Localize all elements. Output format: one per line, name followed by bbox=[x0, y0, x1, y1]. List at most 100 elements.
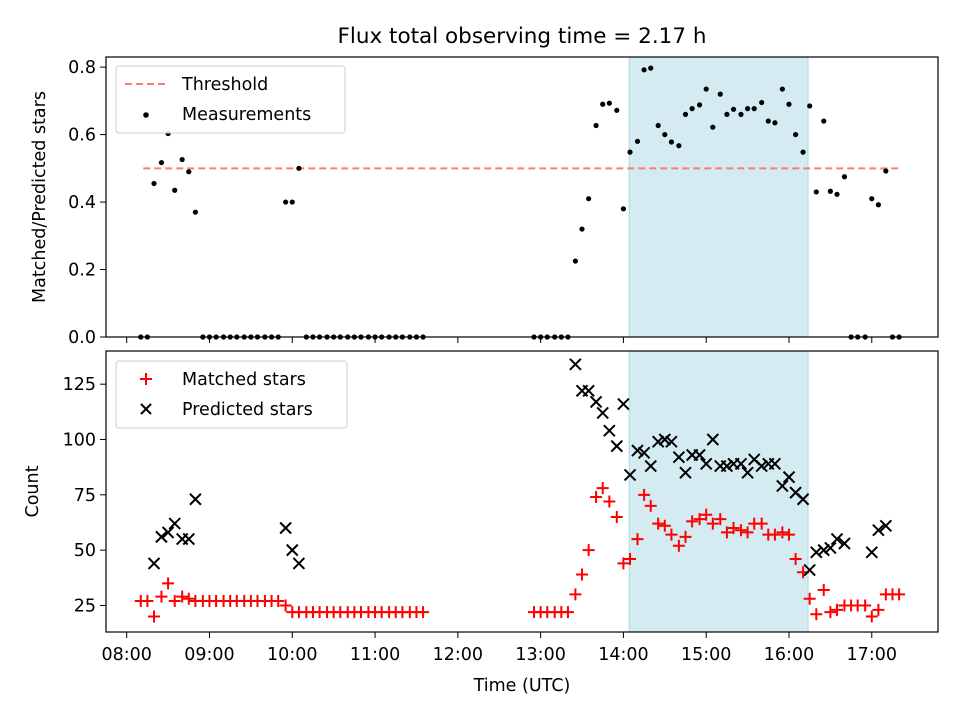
measurements-point bbox=[151, 180, 157, 187]
matched-stars-point bbox=[859, 599, 872, 612]
measurements-point bbox=[682, 111, 689, 117]
measurements-point bbox=[620, 206, 627, 212]
bottom-panel-frame bbox=[105, 350, 939, 633]
predicted-stars-point bbox=[168, 517, 181, 530]
predicted-stars-point bbox=[279, 521, 292, 535]
top-panel: 0.00.20.40.60.8 Matched/Predicted stars … bbox=[30, 56, 939, 348]
predicted-stars-point bbox=[810, 546, 823, 559]
matched-stars-point bbox=[803, 592, 816, 605]
predicted-stars-point bbox=[651, 435, 665, 448]
predicted-stars-point bbox=[161, 526, 175, 539]
matched-stars-point bbox=[817, 583, 830, 596]
predicted-stars-point bbox=[569, 358, 582, 371]
predicted-stars-point bbox=[734, 457, 748, 471]
measurements-point bbox=[296, 165, 302, 171]
predicted-stars-point bbox=[631, 444, 644, 457]
measurements-point bbox=[655, 122, 661, 129]
measurements-point bbox=[786, 101, 792, 107]
measurements-point bbox=[717, 91, 723, 97]
matched-stars-point bbox=[272, 595, 285, 608]
measurements-point bbox=[827, 188, 833, 194]
matched-stars-point bbox=[582, 544, 595, 557]
predicted-stars-point bbox=[610, 439, 623, 453]
predicted-stars-point bbox=[623, 468, 637, 482]
observing-time-span-top bbox=[628, 56, 809, 338]
measurements-point bbox=[703, 86, 709, 92]
measurements-point bbox=[192, 209, 199, 215]
measurements-point bbox=[641, 67, 647, 73]
predicted-stars-point bbox=[644, 459, 657, 473]
top-panel-frame bbox=[105, 56, 939, 338]
matched-stars-point bbox=[768, 528, 781, 541]
matched-stars-point bbox=[576, 568, 589, 581]
matched-stars-point bbox=[755, 517, 768, 530]
measurements-point bbox=[600, 101, 606, 107]
matched-stars-point bbox=[168, 595, 181, 608]
predicted-stars-point bbox=[596, 406, 609, 420]
matched-stars-point bbox=[789, 552, 802, 565]
measurements-point bbox=[627, 149, 633, 155]
matched-stars-point bbox=[700, 508, 713, 521]
y-tick-label: 0.0 bbox=[68, 328, 96, 348]
predicted-stars-point bbox=[147, 557, 161, 570]
predicted-stars-point bbox=[782, 470, 796, 484]
predicted-stars-point bbox=[720, 459, 734, 473]
predicted-stars-point bbox=[879, 519, 893, 533]
matched-stars-point bbox=[872, 603, 885, 616]
y-tick-label: 0.6 bbox=[68, 126, 96, 146]
predicted-stars-point bbox=[155, 530, 168, 544]
legend-measurements-swatch bbox=[143, 112, 149, 118]
matched-stars-point bbox=[610, 510, 623, 523]
predicted-stars-point bbox=[665, 435, 678, 448]
matched-stars-point bbox=[155, 590, 168, 603]
predicted-stars-point bbox=[589, 395, 603, 409]
predicted-stars-point bbox=[637, 446, 651, 459]
matched-stars-point bbox=[672, 539, 685, 552]
legend-matched-stars-label: Matched stars bbox=[182, 370, 306, 390]
measurements-point bbox=[172, 187, 178, 193]
x-tick-label: 13:00 bbox=[515, 645, 565, 665]
matched-stars-point bbox=[665, 528, 678, 541]
measurements-point bbox=[634, 138, 641, 144]
measurements-point bbox=[283, 199, 289, 205]
bottom-panel: 25 50 75 100 125 08:00 09:00 10:00 11:00 12:00 13… bbox=[23, 350, 939, 696]
measurements-point bbox=[772, 120, 778, 126]
measurements-point bbox=[821, 118, 827, 124]
y-tick-label: 0.8 bbox=[68, 58, 96, 78]
measurements-point bbox=[662, 131, 668, 138]
matched-stars-point bbox=[638, 488, 651, 501]
matched-stars-point bbox=[590, 491, 603, 504]
matched-stars-point bbox=[148, 610, 161, 623]
top-legend: Threshold Measurements bbox=[115, 65, 346, 134]
matched-stars-point bbox=[831, 603, 844, 616]
measurements-point bbox=[689, 106, 695, 112]
measurements-point bbox=[869, 196, 875, 202]
bottom-legend: Matched stars Predicted stars bbox=[115, 360, 348, 429]
predicted-stars-point bbox=[292, 557, 306, 570]
predicted-stars-point bbox=[817, 543, 830, 557]
predicted-stars-point bbox=[803, 563, 816, 577]
matched-stars-point bbox=[176, 590, 189, 603]
measurements-point bbox=[158, 159, 165, 166]
y-tick-label: 100 bbox=[63, 431, 96, 451]
top-y-axis-label: Matched/Predicted stars bbox=[30, 91, 50, 303]
matched-stars-point bbox=[182, 592, 195, 605]
matched-stars-point bbox=[631, 533, 644, 546]
matched-stars-point bbox=[741, 526, 754, 539]
matched-stars-point bbox=[617, 557, 630, 570]
predicted-stars-point bbox=[582, 384, 595, 398]
matched-stars-point bbox=[734, 524, 747, 537]
predicted-stars-point bbox=[672, 450, 686, 464]
predicted-stars-point bbox=[693, 448, 706, 462]
matched-stars-point bbox=[644, 499, 657, 512]
predicted-stars-point bbox=[699, 457, 713, 471]
predicted-stars-point bbox=[189, 493, 202, 506]
predicted-stars-point bbox=[755, 459, 768, 473]
measurements-point bbox=[586, 196, 592, 202]
top-y-ticks: 0.0 0.2 0.4 0.6 0.8 bbox=[68, 58, 106, 348]
measurements-point bbox=[710, 124, 716, 130]
legend-box bbox=[115, 360, 348, 429]
matched-stars-point bbox=[776, 526, 789, 539]
matched-stars-point bbox=[824, 606, 837, 619]
